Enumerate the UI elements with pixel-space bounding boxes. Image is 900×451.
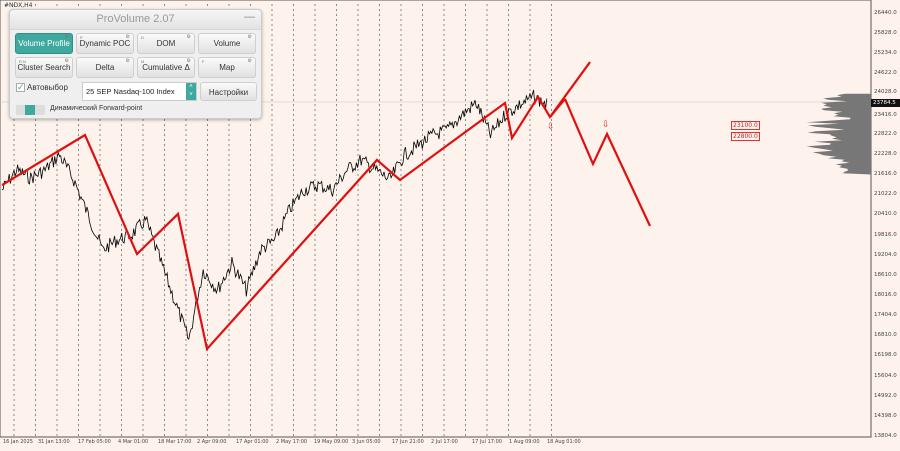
y-tick-label: 24622.0 [874, 70, 897, 77]
y-tick-label: 18016.0 [874, 291, 897, 298]
y-tick-label: 24028.0 [874, 88, 897, 95]
gear-icon[interactable]: ⚙ [247, 34, 252, 40]
y-tick-label: 21616.0 [874, 171, 897, 178]
tool-button[interactable]: F ⚙ Map [198, 57, 256, 78]
y-tick-label: 22228.0 [874, 150, 897, 157]
tool-button-label: Volume Profile [18, 39, 70, 48]
down-arrow-icon: ⇩ [547, 122, 555, 132]
hotkey-label: M [141, 59, 145, 64]
gear-icon[interactable]: ⚙ [125, 34, 130, 40]
instrument-value: 25 SEP Nasdaq-100 Index [86, 87, 175, 96]
gear-icon[interactable]: ⚙ [186, 58, 191, 64]
autoselect-label: Автовыбор [27, 83, 68, 92]
check-icon: ✓ [16, 82, 25, 92]
y-tick-label: 25234.0 [874, 50, 897, 57]
tool-button-label: Map [219, 63, 235, 72]
level-label[interactable]: 22800.0 [731, 132, 760, 141]
provolume-panel: ProVolume 2.07— V ⚙ Volume Profile P ⚙ Dynami… [9, 9, 262, 119]
gear-icon[interactable]: ⚙ [64, 34, 69, 40]
tool-button[interactable]: ⚙ Volume [198, 33, 256, 54]
forward-point-toggle[interactable] [16, 105, 45, 115]
panel-title-bar[interactable]: ProVolume 2.07 — [10, 10, 261, 30]
zigzag-line [1, 94, 566, 352]
hotkey-label: F [202, 59, 205, 64]
price-line [1, 89, 548, 340]
hotkey-label: V [19, 35, 22, 40]
y-tick-label: 22822.0 [874, 130, 897, 137]
tool-button[interactable]: ⚙ Delta [76, 57, 134, 78]
current-price-label: 23784.5 [871, 99, 900, 107]
down-arrow-icon: ⇩ [602, 120, 610, 130]
y-tick-label: 17404.0 [874, 312, 897, 319]
x-tick-label: 31 Jan 13:00 [38, 439, 70, 445]
x-tick-label: 17 Jun 21:00 [392, 439, 424, 445]
gear-icon[interactable]: ⚙ [64, 58, 69, 64]
x-tick-label: 2 May 17:00 [276, 439, 308, 445]
y-tick-label: 23416.0 [874, 111, 897, 118]
tool-button-label: Delta [95, 63, 115, 72]
gear-icon[interactable]: ⚙ [186, 34, 191, 40]
plot-frame [0, 0, 872, 438]
panel-title: ProVolume 2.07 [96, 13, 175, 25]
x-tick-label: 18 Aug 01:00 [547, 439, 581, 445]
tool-button-label: DOM [156, 39, 176, 48]
x-tick-label: 17 Jul 17:00 [472, 439, 502, 445]
x-tick-label: 19 May 09:00 [314, 439, 349, 445]
y-tick-label: 19204.0 [874, 251, 897, 258]
y-tick-label: 25828.0 [874, 30, 897, 37]
x-tick-label: 16 Jan 2025 [3, 439, 33, 445]
settings-button[interactable]: Настройки [200, 82, 257, 101]
forecast-down-line [563, 98, 651, 227]
hotkey-label: R N [19, 59, 26, 64]
x-tick-label: 1 Aug 09:00 [509, 439, 540, 445]
y-tick-label: 21022.0 [874, 191, 897, 198]
tool-button[interactable]: M ⚙ Cumulative Δ [137, 57, 195, 78]
gear-icon[interactable]: ⚙ [125, 58, 130, 64]
volume-profile [806, 93, 871, 175]
tool-button-label: Cluster Search [17, 63, 71, 72]
tool-button-label: Volume [213, 39, 241, 48]
y-tick-label: 19816.0 [874, 231, 897, 238]
y-tick-label: 14398.0 [874, 412, 897, 419]
tool-button[interactable]: D ⚙ DOM [137, 33, 195, 54]
x-tick-label: 4 Mar 01:00 [118, 439, 149, 445]
tool-button[interactable]: P ⚙ Dynamic POC [76, 33, 134, 54]
minimize-button[interactable]: — [244, 11, 255, 23]
tool-button[interactable]: R N ⚙ Cluster Search [15, 57, 73, 78]
x-tick-label: 2 Jul 17:00 [431, 439, 458, 445]
y-tick-label: 16198.0 [874, 352, 897, 359]
y-tick-label: 13804.0 [874, 432, 897, 439]
y-tick-label: 18610.0 [874, 271, 897, 278]
x-tick-label: 17 Apr 01:00 [236, 439, 269, 445]
level-label[interactable]: 23100.0 [731, 121, 760, 130]
gear-icon[interactable]: ⚙ [247, 58, 252, 64]
forecast-up-line [549, 61, 591, 118]
y-tick-label: 14992.0 [874, 392, 897, 399]
forward-point-label: Динамический Forward-point [50, 105, 143, 112]
x-tick-label: 17 Feb 05:00 [78, 439, 111, 445]
hotkey-label: P [80, 35, 83, 40]
y-tick-label: 26440.0 [874, 10, 897, 16]
tool-button-label: Cumulative Δ [142, 63, 190, 72]
x-tick-label: 2 Apr 09:00 [197, 439, 227, 445]
tool-button[interactable]: V ⚙ Volume Profile [15, 33, 73, 54]
y-tick-label: 15604.0 [874, 372, 897, 379]
chevron-updown-icon[interactable]: ˄ ˅ [186, 83, 196, 100]
tool-button-label: Dynamic POC [79, 39, 131, 48]
symbol-label: #NDX,H4 [4, 2, 33, 9]
autoselect-checkbox[interactable]: ✓ Автовыбор [16, 83, 68, 92]
x-tick-label: 18 Mar 17:00 [158, 439, 192, 445]
x-tick-label: 3 Jun 05:00 [352, 439, 381, 445]
hotkey-label: D [141, 35, 144, 40]
y-tick-label: 20410.0 [874, 211, 897, 218]
instrument-select[interactable]: 25 SEP Nasdaq-100 Index ˄ ˅ [82, 82, 197, 101]
y-tick-label: 16810.0 [874, 332, 897, 339]
